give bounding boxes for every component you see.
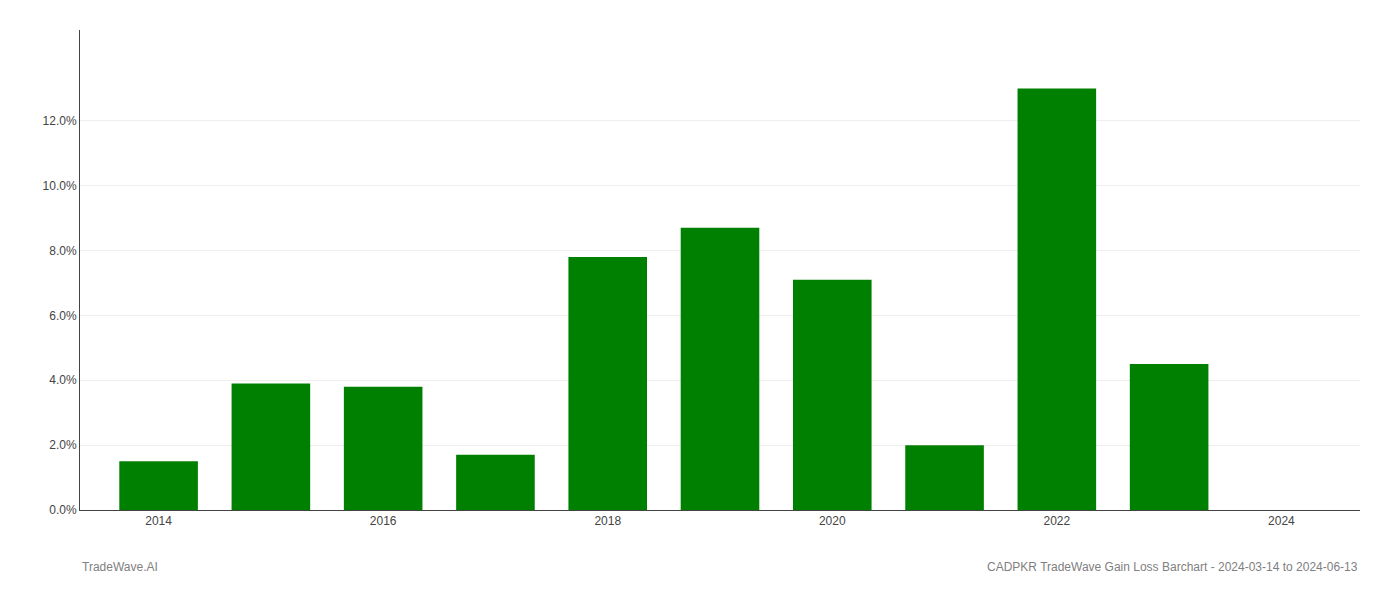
svg-text:2022: 2022 bbox=[1043, 514, 1070, 528]
svg-text:8.0%: 8.0% bbox=[49, 244, 77, 258]
svg-text:TradeWave.AI: TradeWave.AI bbox=[82, 560, 158, 574]
svg-text:2020: 2020 bbox=[819, 514, 846, 528]
svg-text:6.0%: 6.0% bbox=[49, 309, 77, 323]
svg-text:4.0%: 4.0% bbox=[49, 373, 77, 387]
svg-text:2016: 2016 bbox=[370, 514, 397, 528]
svg-text:2014: 2014 bbox=[145, 514, 172, 528]
svg-text:10.0%: 10.0% bbox=[43, 179, 77, 193]
svg-text:2.0%: 2.0% bbox=[49, 438, 77, 452]
svg-text:12.0%: 12.0% bbox=[43, 114, 77, 128]
svg-text:2018: 2018 bbox=[594, 514, 621, 528]
svg-text:CADPKR TradeWave Gain Loss Bar: CADPKR TradeWave Gain Loss Barchart - 20… bbox=[987, 560, 1358, 574]
svg-text:2024: 2024 bbox=[1268, 514, 1295, 528]
svg-text:0.0%: 0.0% bbox=[49, 503, 77, 517]
